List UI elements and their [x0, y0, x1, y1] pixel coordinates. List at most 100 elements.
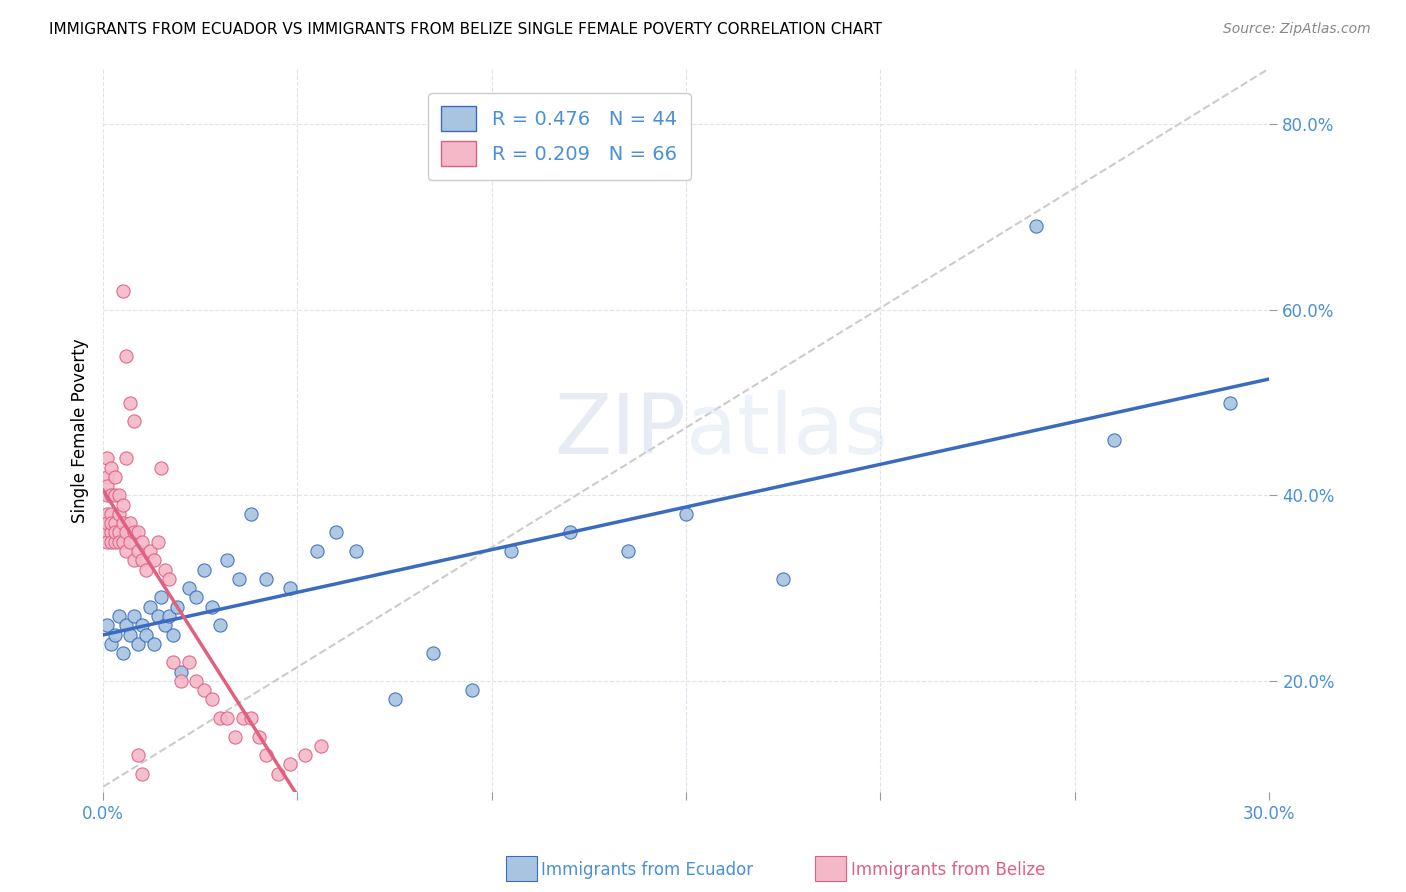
Point	[96, 534, 118, 549]
Point	[142, 553, 165, 567]
Point	[278, 757, 301, 772]
Point	[96, 525, 118, 540]
Point	[96, 507, 118, 521]
Point	[107, 507, 129, 521]
Point	[100, 516, 122, 531]
Point	[115, 349, 138, 363]
Point	[193, 683, 215, 698]
Point	[104, 627, 127, 641]
Text: ZIP: ZIP	[554, 390, 686, 471]
Point	[96, 451, 118, 466]
Point	[558, 525, 581, 540]
Point	[155, 618, 177, 632]
Point	[217, 553, 239, 567]
Point	[100, 507, 122, 521]
Point	[127, 544, 149, 558]
Point	[157, 609, 180, 624]
Point	[120, 627, 142, 641]
Point	[96, 488, 118, 502]
Point	[107, 534, 129, 549]
Point	[177, 581, 200, 595]
Point	[139, 599, 162, 614]
Point	[111, 284, 134, 298]
Point	[131, 618, 153, 632]
Point	[157, 572, 180, 586]
Point	[155, 563, 177, 577]
Point	[100, 488, 122, 502]
Point	[162, 656, 184, 670]
Point	[278, 581, 301, 595]
Text: Source: ZipAtlas.com: Source: ZipAtlas.com	[1223, 22, 1371, 37]
Y-axis label: Single Female Poverty: Single Female Poverty	[72, 338, 89, 523]
Point	[127, 748, 149, 763]
Point	[201, 599, 224, 614]
Point	[96, 479, 118, 493]
Point	[162, 627, 184, 641]
Text: atlas: atlas	[686, 390, 887, 471]
Point	[146, 534, 169, 549]
Point	[217, 711, 239, 725]
Point	[131, 534, 153, 549]
Point	[131, 553, 153, 567]
Point	[232, 711, 254, 725]
Point	[201, 692, 224, 706]
Point	[111, 646, 134, 660]
Point	[107, 609, 129, 624]
Point	[224, 730, 246, 744]
Point	[247, 730, 270, 744]
Point	[120, 516, 142, 531]
Point	[772, 572, 794, 586]
Point	[96, 516, 118, 531]
Point	[239, 507, 262, 521]
Point	[208, 711, 231, 725]
Point	[115, 451, 138, 466]
Point	[104, 488, 127, 502]
Point	[344, 544, 367, 558]
Point	[228, 572, 250, 586]
Point	[384, 692, 406, 706]
Point	[104, 525, 127, 540]
Point	[135, 563, 157, 577]
Point	[127, 525, 149, 540]
Point	[294, 748, 316, 763]
Point	[139, 544, 162, 558]
Point	[208, 618, 231, 632]
Point	[111, 534, 134, 549]
Point	[115, 525, 138, 540]
Point	[675, 507, 697, 521]
Point	[186, 591, 208, 605]
Point	[305, 544, 328, 558]
Point	[104, 534, 127, 549]
Point	[100, 534, 122, 549]
Point	[122, 609, 145, 624]
Point	[120, 534, 142, 549]
Point	[107, 525, 129, 540]
Point	[1219, 395, 1241, 409]
Point	[115, 544, 138, 558]
Point	[100, 637, 122, 651]
Point	[186, 673, 208, 688]
Point	[617, 544, 640, 558]
Point	[135, 627, 157, 641]
Point	[111, 498, 134, 512]
Point	[150, 591, 173, 605]
Point	[142, 637, 165, 651]
Point	[501, 544, 523, 558]
Point	[193, 563, 215, 577]
Point	[127, 637, 149, 651]
Point	[122, 553, 145, 567]
Point	[309, 739, 332, 753]
Point	[96, 618, 118, 632]
Point	[104, 470, 127, 484]
Text: IMMIGRANTS FROM ECUADOR VS IMMIGRANTS FROM BELIZE SINGLE FEMALE POVERTY CORRELAT: IMMIGRANTS FROM ECUADOR VS IMMIGRANTS FR…	[49, 22, 883, 37]
Point	[267, 766, 290, 780]
Point	[120, 395, 142, 409]
Legend: R = 0.476   N = 44, R = 0.209   N = 66: R = 0.476 N = 44, R = 0.209 N = 66	[427, 93, 690, 179]
Point	[422, 646, 444, 660]
Point	[100, 460, 122, 475]
Point	[170, 673, 193, 688]
Point	[461, 683, 484, 698]
Point	[104, 516, 127, 531]
Point	[239, 711, 262, 725]
Point	[111, 516, 134, 531]
